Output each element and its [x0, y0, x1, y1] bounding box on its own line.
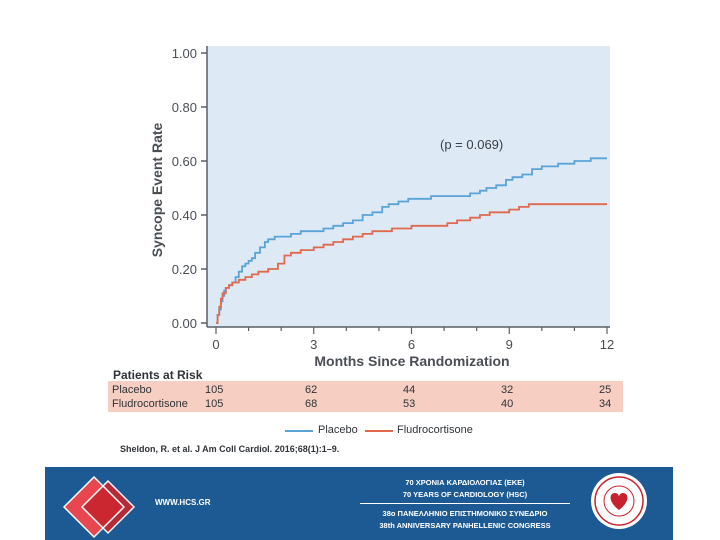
risk-value: 44 — [403, 384, 416, 396]
y-axis: 0.00 0.20 0.40 0.60 0.80 1.00 — [172, 46, 208, 331]
risk-row-placebo: Placebo 105 62 44 32 25 — [108, 384, 623, 398]
risk-row-label: Fludrocortisone — [112, 398, 188, 410]
banner-line-english-congress: 38th ANNIVERSARY PANHELLENIC CONGRESS — [379, 521, 551, 530]
risk-table-title: Patients at Risk — [113, 368, 203, 382]
citation: Sheldon, R. et al. J Am Coll Cardiol. 20… — [120, 444, 340, 454]
x-tick-label: 12 — [600, 337, 614, 352]
x-tick-label: 9 — [506, 337, 513, 352]
banner-line-greek-years: 70 ΧΡΟΝΙΑ ΚΑΡΔΙΟΛΟΓΙΑΣ (ΕΚΕ) — [405, 478, 525, 487]
banner-line-greek-congress: 38ο ΠΑΝΕΛΛΗΝΙΟ ΕΠΙΣΤΗΜΟΝΙΚΟ ΣΥΝΕΔΡΙΟ — [382, 509, 548, 518]
risk-row-fludrocortisone: Fludrocortisone 105 68 53 40 34 — [108, 398, 623, 412]
km-chart: 0.00 0.20 0.40 0.60 0.80 1.00 0 3 6 9 12 (p = 0.0… — [149, 46, 614, 369]
x-tick-label: 0 — [212, 337, 219, 352]
legend-swatch-placebo — [285, 430, 313, 432]
risk-value: 62 — [305, 384, 318, 396]
society-seal-icon — [591, 473, 647, 529]
series-line-fludrocortisone — [216, 203, 607, 324]
legend-label-placebo: Placebo — [318, 424, 358, 436]
risk-value: 34 — [599, 398, 612, 410]
risk-row-label: Placebo — [112, 384, 152, 396]
risk-table: Placebo 105 62 44 32 25 Fludrocortisone … — [108, 381, 623, 412]
x-axis-title: Months Since Randomization — [314, 353, 509, 369]
x-tick-label: 3 — [310, 337, 317, 352]
y-tick-label: 0.80 — [172, 100, 197, 115]
risk-value: 32 — [501, 384, 514, 396]
website-link[interactable]: WWW.HCS.GR — [155, 498, 211, 507]
risk-value: 105 — [205, 384, 224, 396]
diamond-logo-icon — [62, 475, 136, 539]
y-tick-label: 0.20 — [172, 262, 197, 277]
risk-value: 25 — [599, 384, 612, 396]
banner-line-english-years: 70 YEARS OF CARDIOLOGY (HSC) — [402, 490, 528, 499]
y-tick-label: 0.00 — [172, 316, 197, 331]
y-tick-label: 0.40 — [172, 208, 197, 223]
plot-background — [207, 46, 610, 327]
y-tick-label: 0.60 — [172, 154, 197, 169]
banner-divider — [360, 503, 570, 504]
legend-label-fludrocortisone: Fludrocortisone — [397, 424, 473, 436]
risk-value: 53 — [403, 398, 416, 410]
p-value-annotation: (p = 0.069) — [440, 137, 503, 152]
risk-value: 68 — [305, 398, 318, 410]
y-tick-label: 1.00 — [172, 46, 197, 61]
risk-value: 105 — [205, 398, 224, 410]
risk-value: 40 — [501, 398, 514, 410]
x-axis: 0 3 6 9 12 — [207, 326, 614, 352]
series-layer — [216, 157, 607, 324]
x-tick-label: 6 — [408, 337, 415, 352]
y-axis-title: Syncope Event Rate — [149, 122, 165, 257]
legend-swatch-fludrocortisone — [365, 430, 393, 432]
